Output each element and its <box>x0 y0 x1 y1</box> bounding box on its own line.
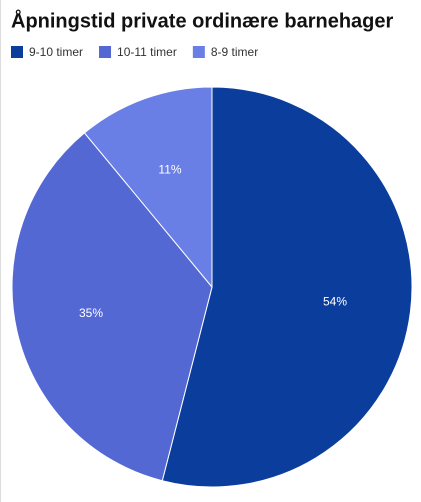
legend-swatch <box>192 46 205 58</box>
slice-label: 54% <box>323 295 347 309</box>
pie-slice <box>83 86 213 289</box>
legend-swatch <box>99 46 112 58</box>
legend-label: 10-11 timer <box>117 45 177 59</box>
slice-label: 35% <box>79 306 103 320</box>
pie-slice <box>161 86 413 488</box>
slice-label: 11% <box>158 163 181 177</box>
pie-slice <box>11 132 213 482</box>
legend-label: 9-10 timer <box>29 45 83 59</box>
chart-title: Åpningstid private ordinære barnehager <box>11 8 394 32</box>
legend-swatch <box>11 46 23 58</box>
legend-label: 8-9 timer <box>211 45 258 59</box>
